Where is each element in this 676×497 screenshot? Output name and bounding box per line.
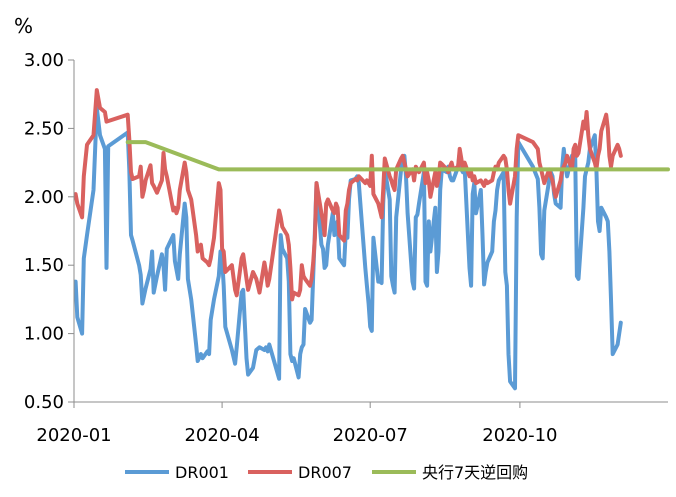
y-unit-label: % xyxy=(14,14,33,38)
y-axis: 0.50 1.00 1.50 2.00 2.50 3.00 xyxy=(24,50,74,413)
axis-lines xyxy=(73,60,668,403)
legend-label-2: 央行7天逆回购 xyxy=(422,463,528,482)
y-tick-label: 2.50 xyxy=(24,118,64,139)
x-axis: 2020-01 2020-04 2020-07 2020-10 xyxy=(36,402,558,446)
legend: DR001 DR007 央行7天逆回购 xyxy=(125,463,528,482)
series-layer xyxy=(73,88,670,391)
y-tick-label: 2.00 xyxy=(24,187,64,208)
y-tick-label: 0.50 xyxy=(24,392,64,413)
y-tick-label: 3.00 xyxy=(24,50,64,71)
series-line-1 xyxy=(73,88,623,302)
series-line-0 xyxy=(73,105,623,391)
y-tick-label: 1.50 xyxy=(24,255,64,276)
legend-label-0: DR001 xyxy=(175,463,229,482)
legend-label-1: DR007 xyxy=(298,463,352,482)
x-tick-label: 2020-01 xyxy=(36,425,111,446)
y-tick-label: 1.00 xyxy=(24,324,64,345)
x-tick-label: 2020-10 xyxy=(482,425,557,446)
x-tick-label: 2020-07 xyxy=(333,425,408,446)
x-tick-label: 2020-04 xyxy=(184,425,259,446)
series-line-2 xyxy=(125,140,670,172)
